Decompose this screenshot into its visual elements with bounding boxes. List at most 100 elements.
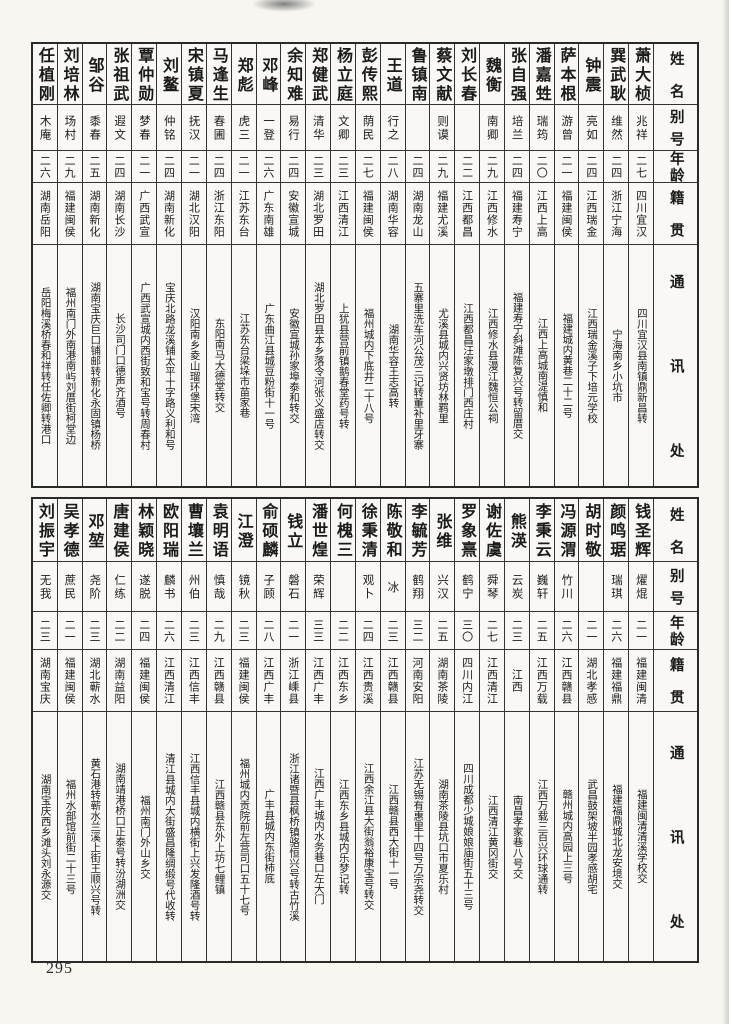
person-address: 安徽宣城孙家埠泰和转交: [288, 307, 301, 424]
name-cell: 刘鳌: [157, 44, 181, 104]
person-address: 江西东乡县城内乐梦记转: [337, 778, 350, 895]
address-cell: 长沙司门口德声齐酒号: [107, 244, 132, 486]
name-cell: 袁明语: [207, 499, 231, 561]
person-alias: 遐文: [113, 115, 128, 142]
age-cell: 二六: [32, 150, 57, 182]
person-alias: 抚汉: [187, 115, 202, 142]
person-column: 彭传熙 荫民 二七 福建闽侯 福州城内下底井二十八号: [354, 44, 380, 486]
person-column: 张祖武 遐文 二四 湖南长沙 长沙司门口德声齐酒号: [106, 44, 132, 486]
age-cell: 二一: [181, 150, 206, 182]
person-address: 清江县城内大街盛昌隆绸缎号代收转: [163, 752, 176, 921]
person-column: 江澄 镜秋 二三 福建闽侯 福州城内贡院前左营司口五十七号: [230, 499, 256, 961]
person-address: 江西修水县漫江魏恒公祠: [486, 307, 499, 424]
person-address: 江西余江县大街翁裕康宝号转交: [362, 763, 375, 910]
age-cell: 二四: [579, 150, 604, 182]
person-name: 张自强: [507, 47, 527, 104]
age-cell: 二二: [331, 611, 355, 649]
address-cell: 广西武宣城内西街致和宝号转周春村: [132, 244, 157, 486]
age-cell: 二一: [231, 150, 256, 182]
address-cell: 宁海南乡小坑市: [604, 244, 629, 486]
person-address: 湖北罗田县本乡落令河张义盛店转交: [312, 281, 325, 450]
alias-cell: 遂脱: [132, 561, 157, 611]
address-cell: 福州水部馆前街二十三号: [57, 711, 82, 961]
origin-cell: 福建寿宁: [504, 182, 529, 244]
person-age: 二一: [187, 155, 201, 179]
age-cell: 二五: [82, 150, 107, 182]
person-name: 鲁镇南: [408, 47, 428, 104]
address-cell: 湖南靖港桥口正泰号转汾湖洲交: [107, 711, 132, 961]
person-alias: 蔗民: [63, 574, 78, 601]
person-name: 刘鳌: [160, 56, 180, 95]
address-cell: 湖北罗田县本乡落令河张义盛店转交: [306, 244, 331, 486]
address-cell: 岳阳梅溪桥春和祥转任佐卿转港口: [32, 244, 57, 486]
person-column: 李秉云 巍轩 二五 江西万载 江西万载三百兴环球通转: [528, 499, 554, 961]
name-cell: 邓堃: [83, 499, 107, 561]
name-cell: 杨立庭: [331, 44, 355, 104]
name-cell: 邹谷: [83, 44, 107, 104]
alias-cell: 巍轩: [529, 561, 554, 611]
address-cell: 尤溪县城内兴贤坊林羁里: [430, 244, 455, 486]
person-age: 二三: [38, 619, 52, 643]
person-address: 江西清江黄冈街交: [486, 794, 499, 879]
age-cell: 二二: [107, 611, 132, 649]
person-origin: 湖南岳阳: [38, 190, 52, 238]
person-alias: 尧阶: [88, 574, 103, 601]
origin-cell: 江西信丰: [181, 649, 206, 711]
alias-cell: 游曾: [554, 104, 579, 150]
address-cell: 福州城内贡院前左营司口五十七号: [231, 711, 256, 961]
alias-cell: 子顾: [256, 561, 281, 611]
person-age: 二一: [137, 155, 151, 179]
origin-cell: 福建闽清: [629, 649, 653, 711]
address-cell: 福建寿宁斜滩陈复兴号转留厝交: [504, 244, 529, 486]
origin-cell: 江西广丰: [306, 649, 331, 711]
person-age: 二四: [584, 155, 598, 179]
name-cell: 刘长春: [455, 44, 479, 104]
name-cell: 马逢生: [207, 44, 231, 104]
person-alias: 春圃: [212, 115, 227, 142]
person-age: 二四: [609, 155, 623, 179]
age-cell: 二九: [206, 611, 231, 649]
origin-cell: 江西: [504, 649, 529, 711]
age-cell: 二一: [281, 611, 306, 649]
person-alias: 慎哉: [212, 574, 227, 601]
person-alias: 仲铭: [162, 115, 177, 142]
person-column: 胡时敬 二一 湖北孝感 武昌鼓架坡半园孝感胡宅: [578, 499, 604, 961]
person-age: 二四: [410, 155, 424, 179]
person-name: 邓堃: [85, 512, 105, 551]
origin-cell: 江西修水: [480, 182, 504, 244]
alias-cell: 遐文: [107, 104, 132, 150]
age-cell: 二四: [405, 150, 430, 182]
alias-cell: 慎哉: [206, 561, 231, 611]
alias-cell: 竹川: [554, 561, 579, 611]
origin-cell: 福建闽侯: [231, 649, 256, 711]
person-age: 二一: [560, 155, 574, 179]
person-origin: 湖南新化: [162, 190, 176, 238]
person-alias: 梦春: [137, 115, 152, 142]
name-cell: 欧阳瑞: [157, 499, 181, 561]
alias-cell: 仲铭: [157, 104, 181, 150]
address-cell: 福建闽清清溪学校交: [629, 711, 653, 961]
person-column: 俞硕麟 子顾 二八 江西广丰 广丰县城内东街柿底: [255, 499, 281, 961]
person-address: 赣州城内高园上三号: [561, 789, 574, 884]
person-age: 三二: [410, 619, 424, 643]
person-alias: 行之: [386, 115, 401, 142]
person-age: 二九: [63, 155, 77, 179]
person-address: 广东曲江县城豆粉街十一号: [263, 302, 276, 429]
person-age: 二四: [212, 155, 226, 179]
name-cell: 钱立: [281, 499, 305, 561]
person-name: 李秉云: [532, 503, 552, 560]
name-cell: 潘嘉甡: [530, 44, 554, 104]
person-address: 宁海南乡小坑市: [611, 328, 623, 403]
person-origin: 江西信丰: [187, 657, 201, 705]
person-origin: 江西上高: [535, 190, 549, 238]
origin-cell: 江西上高: [529, 182, 554, 244]
person-name: 余知难: [284, 47, 304, 104]
person-origin: 江西赣县: [386, 657, 400, 705]
person-column: 邓堃 尧阶 二三 湖北蕲水 黄石港转蕲水兰溪上街王顺兴号转: [81, 499, 107, 961]
name-cell: 俞硕麟: [257, 499, 281, 561]
person-alias: 维然: [609, 115, 624, 142]
person-address: 南昌孝家巷八号交: [511, 794, 524, 879]
person-name: 陈敬和: [383, 503, 403, 560]
person-age: 二九: [485, 155, 499, 179]
person-age: 二三: [187, 619, 201, 643]
